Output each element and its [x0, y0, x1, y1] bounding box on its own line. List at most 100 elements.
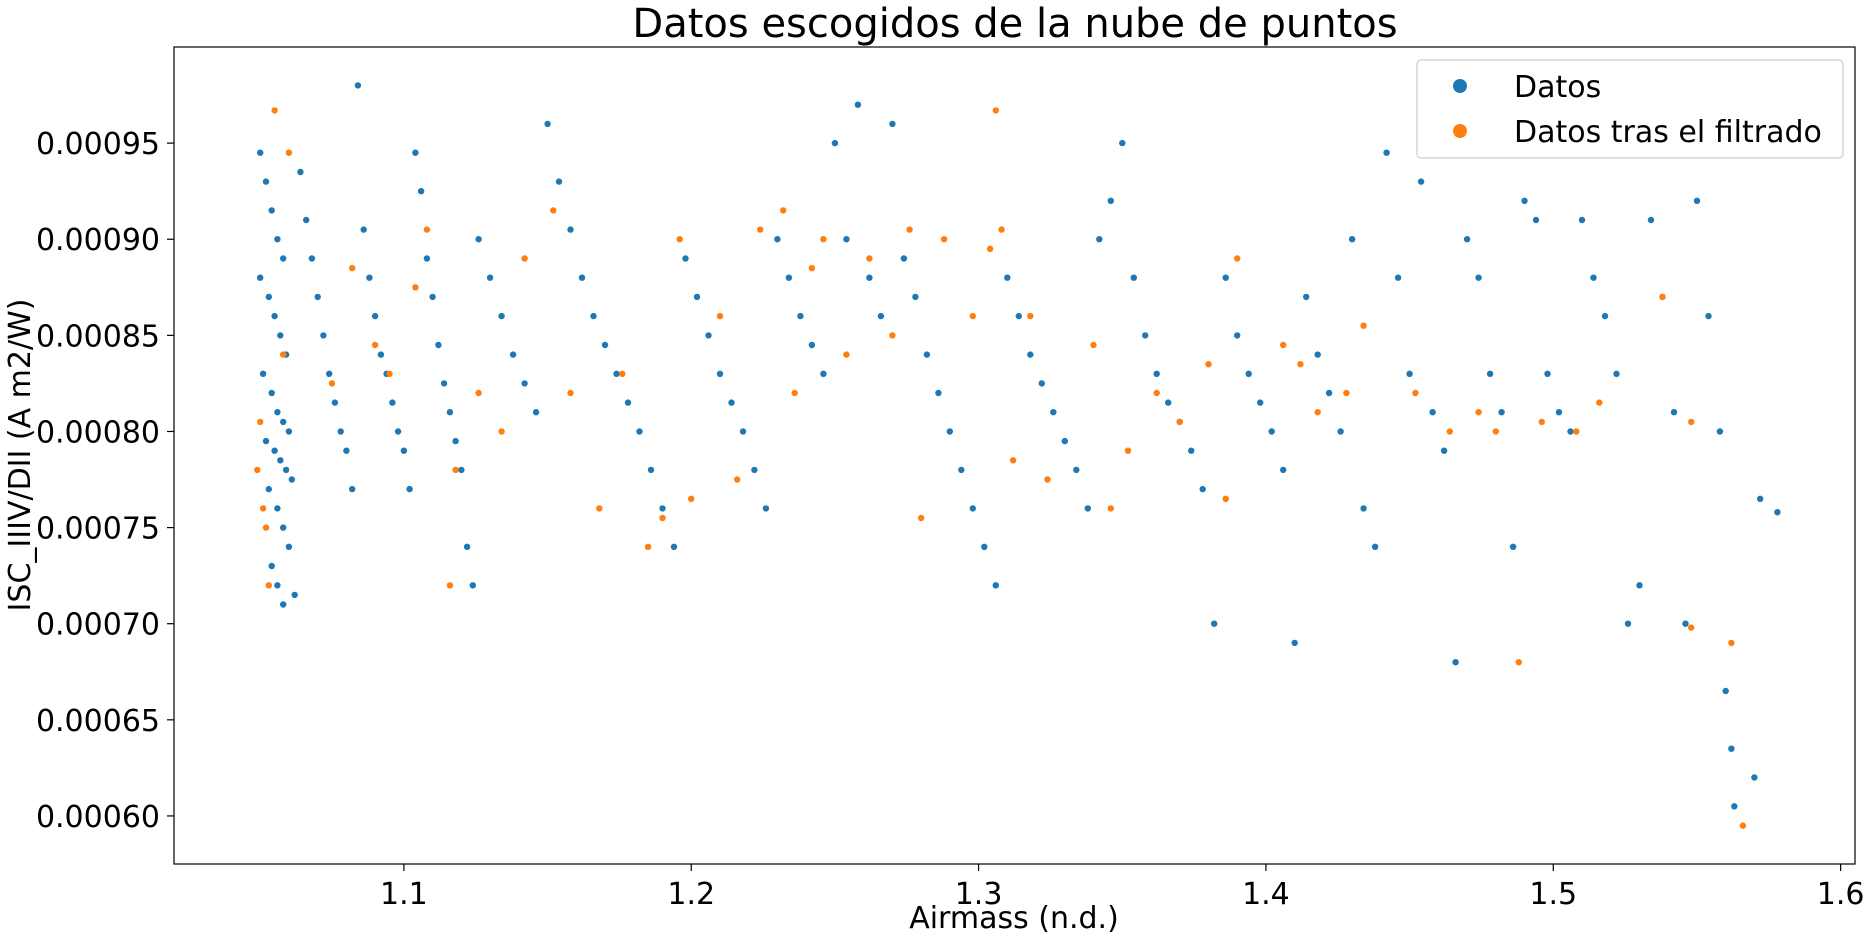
data-point — [277, 457, 284, 464]
data-point — [1688, 624, 1695, 631]
y-tick-label: 0.00060 — [36, 800, 160, 835]
data-point — [377, 351, 385, 358]
y-tick-label: 0.00080 — [36, 415, 160, 450]
data-point — [268, 389, 275, 397]
data-point — [843, 351, 850, 358]
data-point — [406, 485, 413, 493]
data-point — [1751, 774, 1758, 781]
data-point — [1774, 509, 1781, 516]
data-point — [906, 226, 913, 233]
data-point — [1130, 274, 1138, 281]
data-point — [360, 226, 367, 233]
chart-title: Datos escogidos de la nube de puntos — [632, 1, 1397, 47]
data-point — [314, 293, 321, 301]
data-point — [326, 370, 333, 377]
y-tick-label: 0.00075 — [36, 512, 160, 547]
data-point — [1728, 639, 1735, 647]
data-point — [1348, 236, 1356, 243]
data-point — [1176, 418, 1183, 426]
y-axis-label: ISC_IIIV/DII (A m2/W) — [3, 299, 38, 612]
data-point — [854, 101, 862, 108]
data-point — [1538, 418, 1546, 426]
y-tick-label: 0.00065 — [36, 704, 160, 739]
data-point — [1153, 389, 1160, 397]
data-point — [1590, 274, 1597, 281]
data-point — [1234, 332, 1241, 339]
data-point — [268, 207, 275, 214]
data-point — [820, 236, 827, 243]
data-point — [328, 380, 336, 387]
data-point — [259, 505, 267, 512]
data-point — [1061, 437, 1069, 445]
data-point — [1234, 255, 1241, 262]
data-point — [739, 428, 747, 435]
data-point — [1360, 322, 1367, 329]
data-point — [1325, 389, 1333, 397]
data-point — [285, 543, 293, 550]
data-point — [1429, 409, 1436, 416]
data-point — [1142, 332, 1149, 339]
data-point — [1515, 659, 1523, 666]
data-point — [274, 582, 281, 589]
data-point — [1412, 389, 1419, 397]
data-point — [1314, 409, 1321, 416]
data-point — [1004, 274, 1011, 281]
data-point — [277, 332, 284, 339]
data-point — [458, 466, 465, 474]
data-point — [412, 149, 419, 156]
data-point — [624, 399, 632, 406]
data-point — [1050, 409, 1057, 416]
data-point — [889, 120, 896, 128]
points-layer — [254, 82, 1781, 829]
data-point — [986, 245, 994, 252]
data-point — [423, 226, 431, 233]
data-point — [923, 351, 931, 358]
data-point — [1268, 428, 1275, 435]
data-point — [843, 236, 850, 243]
data-point — [544, 120, 551, 128]
data-point — [734, 476, 741, 483]
x-tick-label: 1.1 — [380, 877, 428, 912]
data-point — [1670, 409, 1678, 416]
data-point — [259, 370, 267, 377]
data-point — [452, 466, 459, 474]
data-point — [1257, 399, 1264, 406]
data-point — [1360, 505, 1367, 512]
data-point — [257, 418, 264, 426]
data-point — [386, 370, 393, 377]
data-point — [280, 351, 287, 358]
data-point — [262, 178, 270, 185]
x-axis-label: Airmass (n.d.) — [909, 901, 1119, 936]
data-point — [877, 312, 885, 320]
data-point — [475, 389, 482, 397]
data-point — [1027, 351, 1034, 358]
data-point — [1567, 428, 1574, 435]
data-point — [728, 399, 735, 406]
data-point — [400, 447, 408, 454]
data-point — [1647, 216, 1655, 224]
data-point — [1578, 216, 1586, 224]
data-point — [1613, 370, 1620, 377]
data-point — [509, 351, 517, 358]
data-point — [644, 543, 652, 550]
data-point — [371, 341, 379, 349]
data-point — [1009, 457, 1017, 464]
data-point — [1624, 620, 1632, 627]
legend-label-filtrado: Datos tras el filtrado — [1514, 115, 1822, 150]
data-point — [1532, 216, 1540, 224]
x-tick-label: 1.2 — [667, 877, 715, 912]
data-point — [1555, 409, 1563, 416]
data-point — [762, 505, 770, 512]
data-point — [303, 216, 310, 224]
data-point — [463, 543, 471, 550]
legend-marker-filtrado — [1453, 124, 1467, 138]
data-point — [423, 255, 431, 262]
data-point — [343, 447, 350, 454]
data-point — [1601, 312, 1609, 320]
data-point — [969, 312, 976, 320]
data-point — [1693, 197, 1701, 204]
data-point — [682, 255, 689, 262]
data-point — [935, 389, 942, 397]
data-point — [274, 505, 281, 512]
